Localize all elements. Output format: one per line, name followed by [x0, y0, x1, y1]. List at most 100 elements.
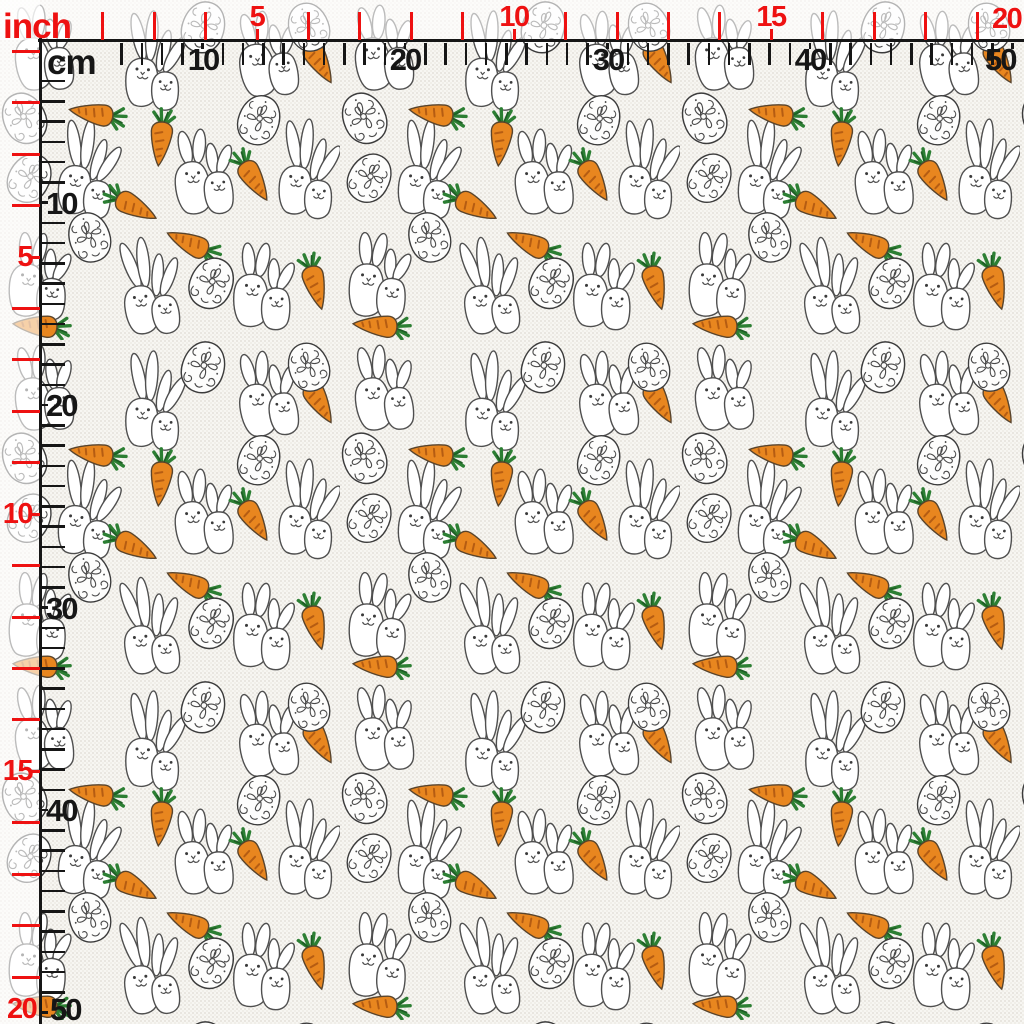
ruler-tick [42, 241, 65, 245]
ruler-tick [42, 282, 65, 285]
ruler-tick [42, 444, 65, 447]
ruler-tick [42, 201, 48, 204]
ruler-tick [12, 615, 40, 619]
ruler-tick [586, 43, 589, 65]
ruler-tick [444, 43, 447, 65]
ruler-tick [872, 12, 876, 40]
ruler-tick [12, 49, 40, 53]
ruler-tick [42, 343, 65, 346]
ruler-tick [42, 505, 65, 508]
ruler-tick [42, 302, 65, 305]
ruler-tick [910, 43, 913, 65]
ruler-tick [42, 383, 65, 386]
ruler-tick [221, 43, 224, 65]
ruler-tick [461, 12, 465, 40]
ruler-tick [615, 12, 619, 40]
ruler-tick [42, 707, 65, 710]
ruler-tick [42, 768, 65, 771]
left-cm-10: 10 [46, 186, 79, 221]
ruler-tick [12, 152, 40, 156]
ruler-tick [626, 43, 629, 65]
ruler-tick [282, 43, 285, 65]
left-ruler-fade-band [0, 0, 40, 1024]
ruler-tick [484, 43, 488, 65]
ruler-tick [42, 667, 65, 670]
ruler-tick [42, 464, 65, 467]
ruler-tick [975, 12, 979, 40]
ruler-tick [120, 43, 123, 65]
ruler-tick [42, 120, 65, 123]
top-inch-20: 20 [992, 3, 1023, 35]
top-cm-10: 10 [187, 42, 221, 77]
ruler-tick [924, 12, 928, 40]
ruler-tick [42, 626, 65, 629]
ruler-tick [12, 461, 40, 465]
left-inch-15: 15 [2, 755, 34, 787]
ruler-tick [12, 358, 40, 362]
left-cm-40: 40 [46, 793, 79, 828]
ruler-tick [646, 43, 650, 65]
left-cm-50: 50 [50, 992, 83, 1024]
ruler-tick [42, 849, 65, 852]
ruler-tick [42, 484, 65, 488]
ruler-tick [42, 889, 65, 893]
top-ruler-baseline [38, 39, 1024, 42]
ruler-tick [42, 970, 65, 974]
ruler-tick [160, 43, 164, 65]
ruler-tick [829, 43, 832, 65]
ruler-tick [12, 718, 40, 722]
ruler-tick [930, 43, 933, 65]
ruler-tick [889, 43, 893, 65]
ruler-tick [950, 43, 953, 65]
ruler-tick [12, 821, 40, 825]
ruler-tick [403, 43, 407, 49]
ruler-tick [545, 43, 548, 65]
ruler-tick [42, 424, 65, 427]
ruler-tick [12, 872, 40, 876]
ruler-tick [464, 43, 467, 65]
ruler-tick [42, 606, 48, 609]
left-cm-30: 30 [46, 591, 79, 626]
ruler-tick [204, 12, 208, 40]
ruler-tick [1011, 43, 1014, 49]
ruler-tick [42, 181, 65, 184]
ruler-tick [707, 43, 710, 65]
ruler-tick [991, 43, 994, 65]
ruler-tick [409, 12, 413, 40]
left-inch-5: 5 [17, 241, 33, 273]
ruler-tick [42, 808, 48, 812]
ruler-tick [821, 12, 825, 40]
ruler-tick [718, 12, 722, 40]
ruler-tick [505, 43, 508, 65]
ruler-tick [181, 43, 184, 65]
ruler-tick [383, 43, 386, 65]
ruler-tick [869, 43, 872, 65]
ruler-tick [241, 43, 245, 65]
top-cm-40: 40 [794, 42, 828, 77]
left-inch-20: 20 [7, 993, 38, 1024]
ruler-tick [12, 204, 40, 208]
left-inch-10: 10 [2, 498, 34, 530]
ruler-tick [42, 869, 65, 872]
ruler-tick [606, 43, 609, 49]
top-inch-15: 15 [756, 1, 787, 33]
ruler-tick [42, 788, 65, 791]
ruler-tick [42, 586, 65, 589]
ruler-tick [152, 12, 156, 40]
ruler-tick [512, 29, 516, 40]
ruler-tick [42, 930, 65, 933]
ruler-tick [42, 950, 65, 953]
ruler-tick [30, 769, 40, 773]
top-ruler-fade-band [0, 0, 1024, 40]
ruler-tick [42, 748, 65, 751]
ruler-tick [970, 43, 974, 65]
ruler-tick [727, 43, 731, 65]
ruler-tick [302, 43, 305, 65]
ruler-tick [12, 564, 40, 568]
ruler-tick [564, 12, 568, 40]
left-ruler-baseline [39, 38, 42, 1024]
ruler-tick [42, 545, 65, 548]
ruler-tick [42, 160, 65, 164]
